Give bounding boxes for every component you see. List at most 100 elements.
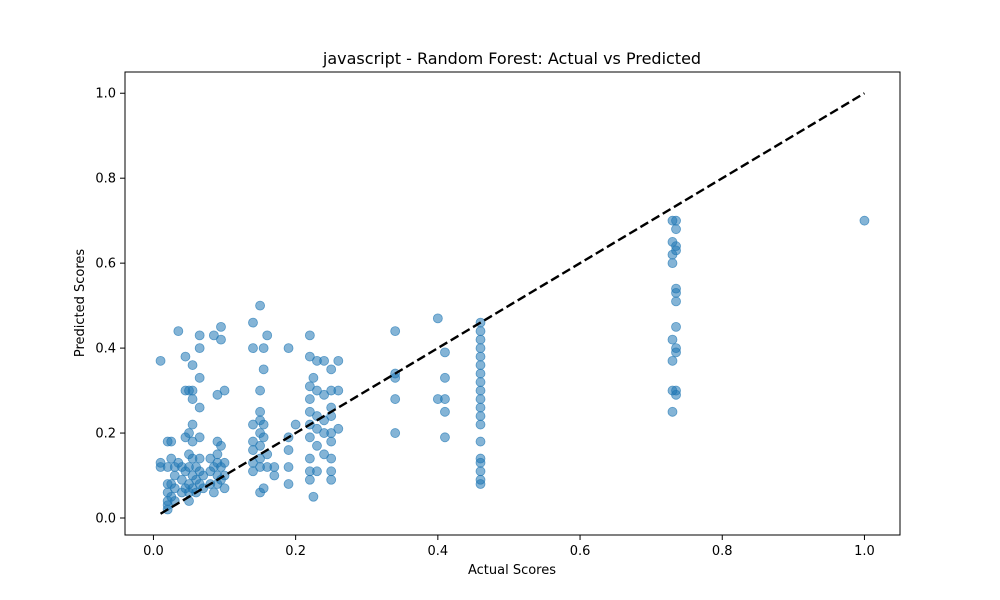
data-point — [475, 385, 486, 396]
data-point — [187, 360, 198, 370]
data-point — [290, 419, 301, 430]
data-point — [475, 326, 486, 337]
data-point — [475, 334, 486, 345]
data-point — [194, 432, 205, 443]
y-tick-label: 1.0 — [95, 87, 116, 102]
data-point — [198, 470, 209, 481]
data-point — [475, 411, 486, 421]
data-point — [219, 483, 230, 494]
plot-area-frame — [124, 71, 901, 536]
data-point — [304, 406, 315, 417]
data-point — [312, 423, 322, 434]
data-point — [283, 479, 294, 489]
data-point — [283, 462, 294, 472]
data-point — [304, 381, 315, 392]
data-point — [248, 343, 258, 354]
x-tick-label: 0.6 — [570, 544, 591, 559]
data-point — [262, 330, 273, 341]
data-point — [255, 300, 265, 311]
data-point — [248, 466, 258, 477]
data-point — [440, 394, 450, 404]
data-point — [308, 372, 319, 383]
data-point — [319, 449, 329, 460]
identity-reference-line — [159, 92, 866, 515]
data-point — [326, 436, 337, 447]
data-point — [304, 351, 315, 362]
data-point — [248, 419, 258, 430]
data-point — [312, 440, 322, 451]
data-point — [475, 479, 486, 489]
y-axis: 0.0 0.2 0.4 0.6 0.8 1.0 — [95, 87, 125, 527]
x-tick-label: 0.2 — [285, 544, 306, 559]
data-point — [333, 385, 344, 396]
y-tick-label: 0.2 — [95, 427, 116, 442]
data-point — [390, 428, 401, 438]
data-point — [440, 372, 450, 383]
data-point — [216, 440, 226, 451]
data-point — [155, 355, 166, 366]
data-point — [205, 453, 216, 464]
data-point — [667, 355, 678, 366]
data-point — [671, 347, 681, 358]
data-point — [166, 453, 177, 464]
data-point — [671, 215, 681, 226]
points-group — [155, 215, 870, 515]
data-point — [269, 470, 280, 481]
data-point — [258, 364, 269, 375]
data-point — [390, 372, 401, 383]
data-point — [326, 474, 337, 485]
data-point — [304, 474, 315, 485]
data-point — [304, 432, 315, 443]
y-axis-label: Predicted Scores — [73, 249, 88, 358]
y-tick-label: 0.6 — [95, 257, 116, 272]
data-point — [219, 457, 230, 468]
data-point — [283, 445, 294, 455]
data-point — [173, 326, 184, 337]
data-point — [216, 321, 226, 332]
data-point — [671, 296, 681, 307]
y-tick-label: 0.8 — [95, 172, 116, 187]
data-point — [667, 406, 678, 417]
data-point — [248, 317, 258, 328]
data-point — [440, 406, 450, 417]
data-point — [194, 453, 205, 464]
data-point — [155, 457, 166, 468]
data-point — [258, 419, 269, 430]
data-point — [187, 394, 198, 404]
x-axis-label: Actual Scores — [468, 563, 556, 578]
data-point — [475, 419, 486, 430]
data-point — [208, 330, 219, 341]
data-point — [671, 287, 681, 298]
data-point — [169, 470, 180, 481]
data-point — [194, 372, 205, 383]
data-point — [475, 394, 486, 404]
data-point — [667, 334, 678, 345]
data-point — [671, 224, 681, 235]
data-point — [219, 385, 230, 396]
chart-title: javascript - Random Forest: Actual vs Pr… — [322, 49, 701, 68]
data-point — [432, 313, 443, 324]
data-point — [166, 436, 177, 447]
x-tick-label: 0.8 — [712, 544, 733, 559]
data-point — [258, 483, 269, 494]
data-point — [475, 377, 486, 387]
data-point — [475, 343, 486, 354]
data-point — [187, 436, 198, 447]
data-point — [390, 394, 401, 404]
data-point — [859, 215, 870, 226]
data-point — [312, 385, 322, 396]
data-point — [312, 466, 322, 477]
data-point — [269, 462, 280, 472]
reference-line-group — [159, 92, 866, 515]
data-point — [248, 445, 258, 455]
data-point — [255, 385, 265, 396]
x-axis: 0.0 0.2 0.4 0.6 0.8 1.0 — [143, 535, 875, 559]
data-point — [176, 474, 187, 485]
data-point — [304, 453, 315, 464]
y-tick-label: 0.4 — [95, 342, 116, 357]
data-point — [258, 343, 269, 354]
x-tick-label: 0.4 — [428, 544, 449, 559]
data-point — [440, 432, 450, 443]
data-point — [212, 389, 223, 400]
